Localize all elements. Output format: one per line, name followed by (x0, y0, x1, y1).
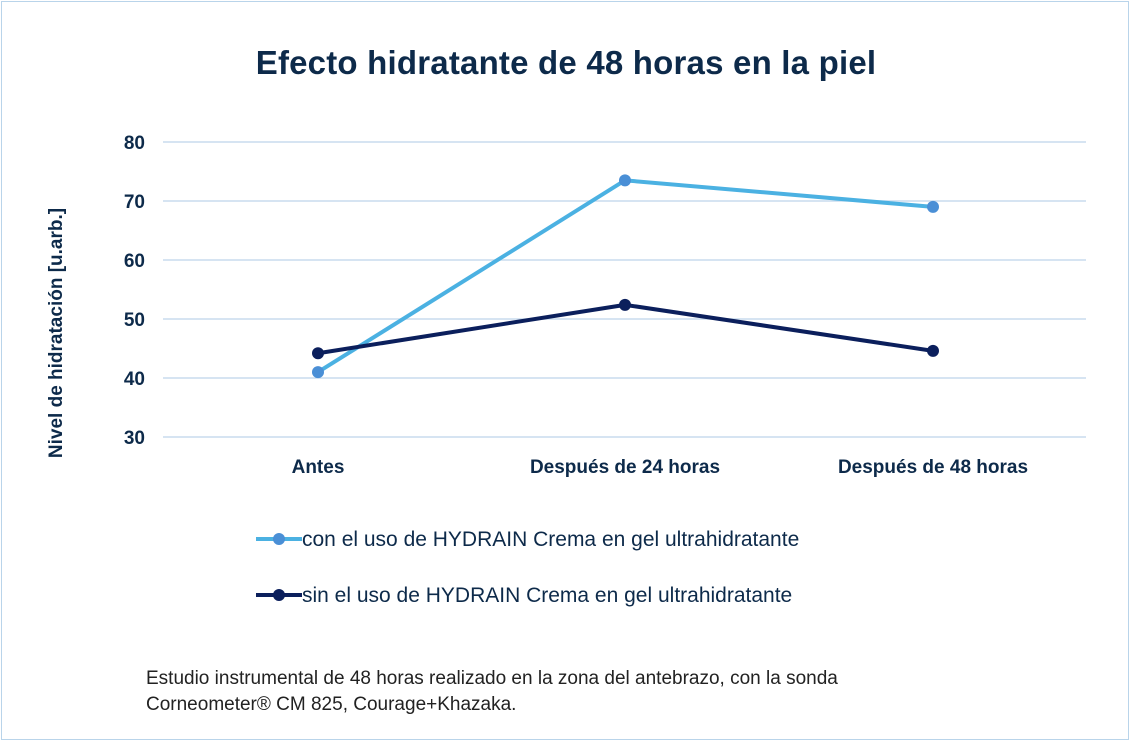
footnote: Estudio instrumental de 48 horas realiza… (146, 666, 1046, 718)
y-axis-label: Nivel de hidratación [u.arb.] (46, 208, 67, 458)
series-2-point-3 (927, 344, 939, 357)
y-tick-label-60: 60 (124, 251, 145, 272)
series-2-line (317, 302, 934, 356)
legend-marker-1 (273, 533, 285, 545)
series-1-point-1 (312, 366, 324, 379)
x-tick-label-3: Después de 48 horas (838, 457, 1028, 478)
legend-label-2: sin el uso de HYDRAIN Crema en gel ultra… (302, 584, 792, 607)
footnote-line-2: Corneometer® CM 825, Courage+Khazaka. (146, 694, 517, 715)
series-1-line (316, 178, 934, 374)
series-2-point-2 (619, 298, 631, 311)
legend-marker-2 (273, 589, 285, 601)
series-2-point-1 (312, 347, 324, 360)
footnote-line-1: Estudio instrumental de 48 horas realiza… (146, 668, 838, 689)
legend-label-1: con el uso de HYDRAIN Crema en gel ultra… (302, 528, 799, 551)
y-tick-label-40: 40 (124, 369, 145, 390)
x-tick-label-1: Antes (292, 457, 345, 478)
y-tick-label-80: 80 (124, 133, 145, 154)
series-1-point-3 (927, 200, 939, 213)
y-tick-label-30: 30 (124, 428, 145, 449)
y-tick-label-70: 70 (124, 192, 145, 213)
y-tick-label-50: 50 (124, 310, 145, 331)
series-1-point-2 (619, 174, 631, 187)
x-tick-label-2: Después de 24 horas (530, 457, 720, 478)
chart-title: Efecto hidratante de 48 horas en la piel (255, 44, 877, 81)
